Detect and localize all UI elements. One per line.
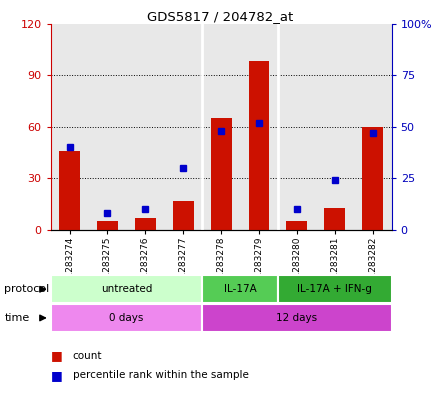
Text: untreated: untreated [101, 284, 152, 294]
Bar [211, 118, 231, 230]
Text: ■: ■ [51, 349, 62, 362]
Text: GDS5817 / 204782_at: GDS5817 / 204782_at [147, 10, 293, 23]
Bar [278, 275, 392, 303]
Bar [286, 221, 307, 230]
Text: protocol: protocol [4, 284, 50, 294]
Text: percentile rank within the sample: percentile rank within the sample [73, 370, 249, 380]
Text: time: time [4, 313, 29, 323]
Bar [202, 304, 392, 332]
Bar [97, 221, 118, 230]
Text: IL-17A + IFN-g: IL-17A + IFN-g [297, 284, 372, 294]
Bar [202, 275, 278, 303]
Bar [324, 208, 345, 230]
Bar [135, 218, 156, 230]
Text: count: count [73, 351, 102, 361]
Bar [51, 275, 202, 303]
Bar [362, 127, 383, 230]
Text: IL-17A: IL-17A [224, 284, 257, 294]
Bar [59, 151, 80, 230]
Bar [51, 304, 202, 332]
Text: 12 days: 12 days [276, 313, 317, 323]
Bar [173, 201, 194, 230]
Bar [249, 61, 269, 230]
Text: ■: ■ [51, 369, 62, 382]
Text: 0 days: 0 days [109, 313, 143, 323]
